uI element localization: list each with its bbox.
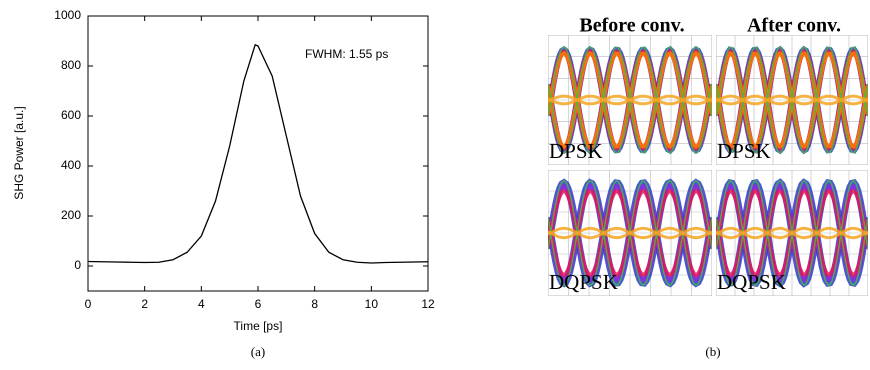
- row-label: DPSK: [717, 139, 771, 163]
- x-tick-label: 12: [421, 297, 435, 311]
- row-label: DQPSK: [549, 270, 618, 294]
- y-tick-label: 600: [61, 108, 81, 122]
- x-axis-label: Time [ps]: [234, 319, 283, 333]
- caption: (a): [251, 344, 265, 359]
- y-tick-label: 1000: [54, 8, 81, 22]
- x-tick-label: 4: [198, 297, 205, 311]
- column-title: Before conv.: [579, 15, 684, 37]
- y-tick-label: 200: [61, 208, 81, 222]
- y-tick-label: 400: [61, 158, 81, 172]
- eye-diagrams: Before conv. DPSK DQPSK After conv. DPSK DQPS…: [548, 15, 868, 296]
- y-tick-label: 0: [74, 258, 81, 272]
- x-tick-label: 2: [141, 297, 148, 311]
- caption: (b): [705, 344, 720, 359]
- x-tick-label: 0: [85, 297, 92, 311]
- column-title: After conv.: [747, 15, 841, 37]
- annotation: FWHM: 1.55 ps: [305, 47, 388, 61]
- x-tick-label: 6: [255, 297, 262, 311]
- row-label: DQPSK: [717, 270, 786, 294]
- x-tick-label: 10: [365, 297, 379, 311]
- line: [88, 45, 428, 263]
- row-label: DPSK: [549, 139, 603, 163]
- figure: Time [ps] SHG Power [a.u.] FWHM: 1.55 ps…: [0, 0, 870, 365]
- y-tick-label: 800: [61, 58, 81, 72]
- x-tick-label: 8: [311, 297, 318, 311]
- y-axis-label: SHG Power [a.u.]: [12, 106, 26, 199]
